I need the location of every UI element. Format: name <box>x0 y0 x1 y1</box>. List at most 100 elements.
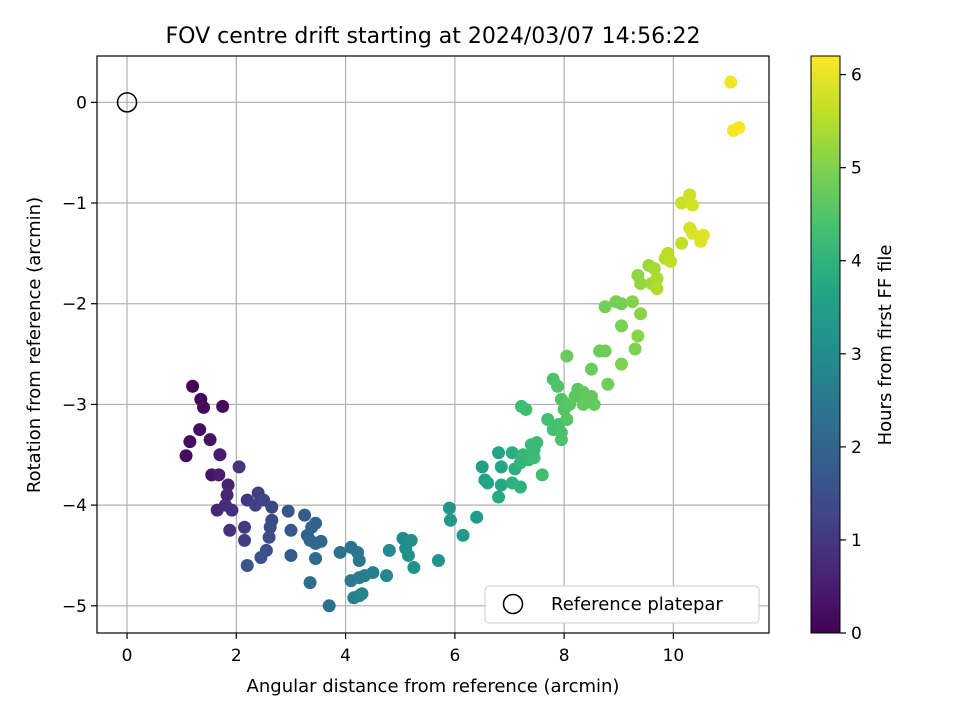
data-point <box>254 550 268 564</box>
x-tick-label: 2 <box>231 646 242 666</box>
x-tick-label: 10 <box>663 646 685 666</box>
data-point <box>560 349 574 363</box>
data-point <box>442 501 456 515</box>
data-point <box>601 377 615 391</box>
data-point <box>407 561 421 575</box>
data-point <box>560 413 574 427</box>
data-point <box>541 413 555 427</box>
data-point <box>223 523 237 537</box>
x-axis-ticks: 0 2 4 6 8 10 <box>122 633 685 666</box>
data-points <box>179 75 746 613</box>
data-point <box>505 446 519 460</box>
colorbar-tick-label: 3 <box>851 345 862 365</box>
data-point <box>186 379 200 393</box>
colorbar-tick-label: 2 <box>851 438 862 458</box>
colorbar-ticks: 0 1 2 3 4 5 6 <box>840 66 862 644</box>
data-point <box>530 436 544 450</box>
data-point <box>614 319 628 333</box>
data-point <box>263 520 277 534</box>
data-point <box>213 448 227 462</box>
data-point <box>598 344 612 358</box>
data-point <box>314 534 328 548</box>
data-point <box>333 545 347 559</box>
data-point <box>683 188 697 202</box>
data-point <box>382 543 396 557</box>
x-axis-label: Angular distance from reference (arcmin) <box>247 676 620 697</box>
data-point <box>554 433 568 447</box>
data-point <box>281 504 295 518</box>
colorbar-tick-label: 4 <box>851 252 862 272</box>
x-tick-label: 4 <box>340 646 351 666</box>
chart-title: FOV centre drift starting at 2024/03/07 … <box>166 24 701 49</box>
data-point <box>519 402 533 416</box>
colorbar-label: Hours from first FF file <box>875 245 896 446</box>
data-point <box>628 342 642 356</box>
data-point <box>650 272 664 286</box>
reference-marker <box>116 92 138 113</box>
data-point <box>431 553 445 567</box>
data-point <box>481 476 495 490</box>
x-tick-label: 0 <box>122 646 133 666</box>
data-point <box>380 569 394 583</box>
data-point <box>203 433 217 447</box>
data-point <box>625 295 639 309</box>
data-point <box>309 551 323 565</box>
data-point <box>220 488 234 502</box>
legend-reference-label: Reference platepar <box>551 594 723 615</box>
data-point <box>587 397 601 411</box>
data-point <box>303 576 317 590</box>
data-point <box>225 503 239 517</box>
colorbar-tick-label: 6 <box>851 66 862 86</box>
data-point <box>724 75 738 89</box>
colorbar: 0 1 2 3 4 5 6 Hours from first FF file <box>810 55 896 644</box>
data-point <box>675 236 689 250</box>
plot-frame <box>96 55 770 634</box>
data-point <box>221 478 235 492</box>
y-tick-label: −1 <box>62 194 87 214</box>
y-tick-label: 0 <box>76 93 87 113</box>
legend: Reference platepar <box>484 585 760 624</box>
y-tick-label: −3 <box>62 395 87 415</box>
data-point <box>216 399 230 413</box>
data-point <box>262 530 276 544</box>
data-point <box>284 548 298 562</box>
data-point <box>650 282 664 296</box>
colorbar-tick-label: 0 <box>851 624 862 644</box>
data-point <box>634 277 648 291</box>
data-point <box>634 307 648 321</box>
data-point <box>265 500 279 514</box>
data-point <box>732 120 746 134</box>
data-point <box>309 516 323 530</box>
data-point <box>696 228 710 242</box>
y-tick-label: −2 <box>62 295 87 315</box>
data-point <box>647 261 661 275</box>
data-point <box>551 379 565 393</box>
y-axis-ticks: 0 −1 −2 −3 −4 −5 <box>62 93 97 617</box>
data-point <box>664 254 678 268</box>
y-tick-label: −5 <box>62 597 87 617</box>
data-point <box>366 566 380 580</box>
data-point <box>284 523 298 537</box>
legend-reference-marker <box>502 593 524 615</box>
data-point <box>576 397 590 411</box>
data-point <box>443 513 457 527</box>
data-point <box>475 460 489 474</box>
data-point <box>614 357 628 371</box>
colorbar-tick-label: 5 <box>851 159 862 179</box>
data-point <box>212 468 226 482</box>
data-point <box>513 480 527 494</box>
data-point <box>470 510 484 524</box>
data-point <box>584 362 598 376</box>
x-tick-label: 8 <box>559 646 570 666</box>
data-point <box>614 297 628 311</box>
data-point <box>675 196 689 210</box>
data-point <box>494 460 508 474</box>
legend-box <box>484 585 760 624</box>
data-point <box>631 329 645 343</box>
x-tick-label: 6 <box>449 646 460 666</box>
data-point <box>494 478 508 492</box>
y-axis-label: Rotation from reference (arcmin) <box>24 197 45 493</box>
data-point <box>179 449 193 463</box>
data-point <box>298 508 312 522</box>
